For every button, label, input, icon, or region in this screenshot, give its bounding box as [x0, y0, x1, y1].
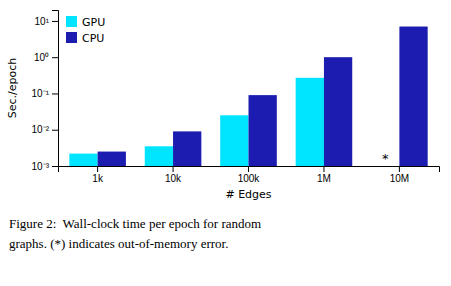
y-tick-label: 10⁻²: [32, 124, 50, 135]
x-tick-mark: [173, 166, 174, 172]
x-tick: 1k: [92, 166, 104, 184]
y-tick-mark: [52, 130, 58, 131]
y-tick-label: 10⁻³: [32, 161, 50, 172]
bars: [69, 27, 427, 166]
x-tick: 1M: [317, 166, 331, 184]
y-tick-mark: [52, 93, 58, 94]
y-tick-mark: [52, 57, 58, 58]
bar: [173, 131, 201, 166]
y-axis: 10⁻³ 10⁻² 10⁻¹ 10⁰ 10¹: [32, 11, 59, 172]
legend: GPU CPU: [66, 16, 105, 45]
y-axis-line: [52, 11, 59, 167]
y-tick-mark: [52, 21, 58, 22]
y-tick: 10⁰: [34, 52, 58, 63]
bar: [220, 115, 248, 166]
annotation: *: [382, 151, 389, 166]
x-tick: 10k: [165, 166, 182, 184]
x-tick-mark: [399, 166, 400, 172]
y-tick-mark: [52, 166, 58, 167]
bar: [69, 154, 97, 166]
bar: [145, 146, 173, 166]
legend-label: CPU: [82, 32, 104, 45]
legend-label: GPU: [82, 16, 105, 29]
x-tick-label: 1k: [92, 173, 104, 184]
y-tick: 10⁻²: [32, 124, 58, 135]
y-tick: 10¹: [35, 16, 58, 27]
x-tick-label: 100k: [238, 173, 261, 184]
y-axis-title: Sec./epoch: [6, 58, 19, 119]
legend-item: GPU: [66, 16, 105, 29]
bar: [98, 152, 126, 166]
x-tick-label: 10k: [165, 173, 182, 184]
x-axis-line: [59, 167, 440, 173]
x-tick-label: 10M: [390, 173, 409, 184]
x-tick: 100k: [238, 166, 261, 184]
y-tick-label: 10¹: [35, 16, 50, 27]
x-tick: 10M: [390, 166, 409, 184]
bar: [249, 95, 277, 166]
y-tick-label: 10⁻¹: [32, 88, 50, 99]
caption: Figure 2: Wall-clock time per epoch for …: [9, 216, 261, 231]
x-tick-label: 1M: [317, 173, 331, 184]
y-tick: 10⁻¹: [32, 88, 58, 99]
legend-item: CPU: [66, 32, 104, 45]
x-tick-mark: [97, 166, 98, 172]
bar: [324, 57, 352, 166]
y-tick-label: 10⁰: [34, 52, 49, 63]
x-axis: 1k 10k 100k 1M 10M: [59, 166, 440, 184]
y-tick: 10⁻³: [32, 161, 58, 172]
bar: [399, 27, 427, 166]
x-tick-mark: [248, 166, 249, 172]
x-axis-title: # Edges: [225, 188, 271, 201]
legend-swatch: [66, 32, 77, 43]
chart: 10⁻³ 10⁻² 10⁻¹ 10⁰ 10¹ 1k 10k 100k 1M 10M # Edges S…: [0, 0, 451, 286]
legend-swatch: [66, 16, 77, 27]
caption: graphs. (*) indicates out-of-memory erro…: [9, 236, 228, 251]
bar: [296, 78, 324, 166]
x-tick-mark: [323, 166, 324, 172]
